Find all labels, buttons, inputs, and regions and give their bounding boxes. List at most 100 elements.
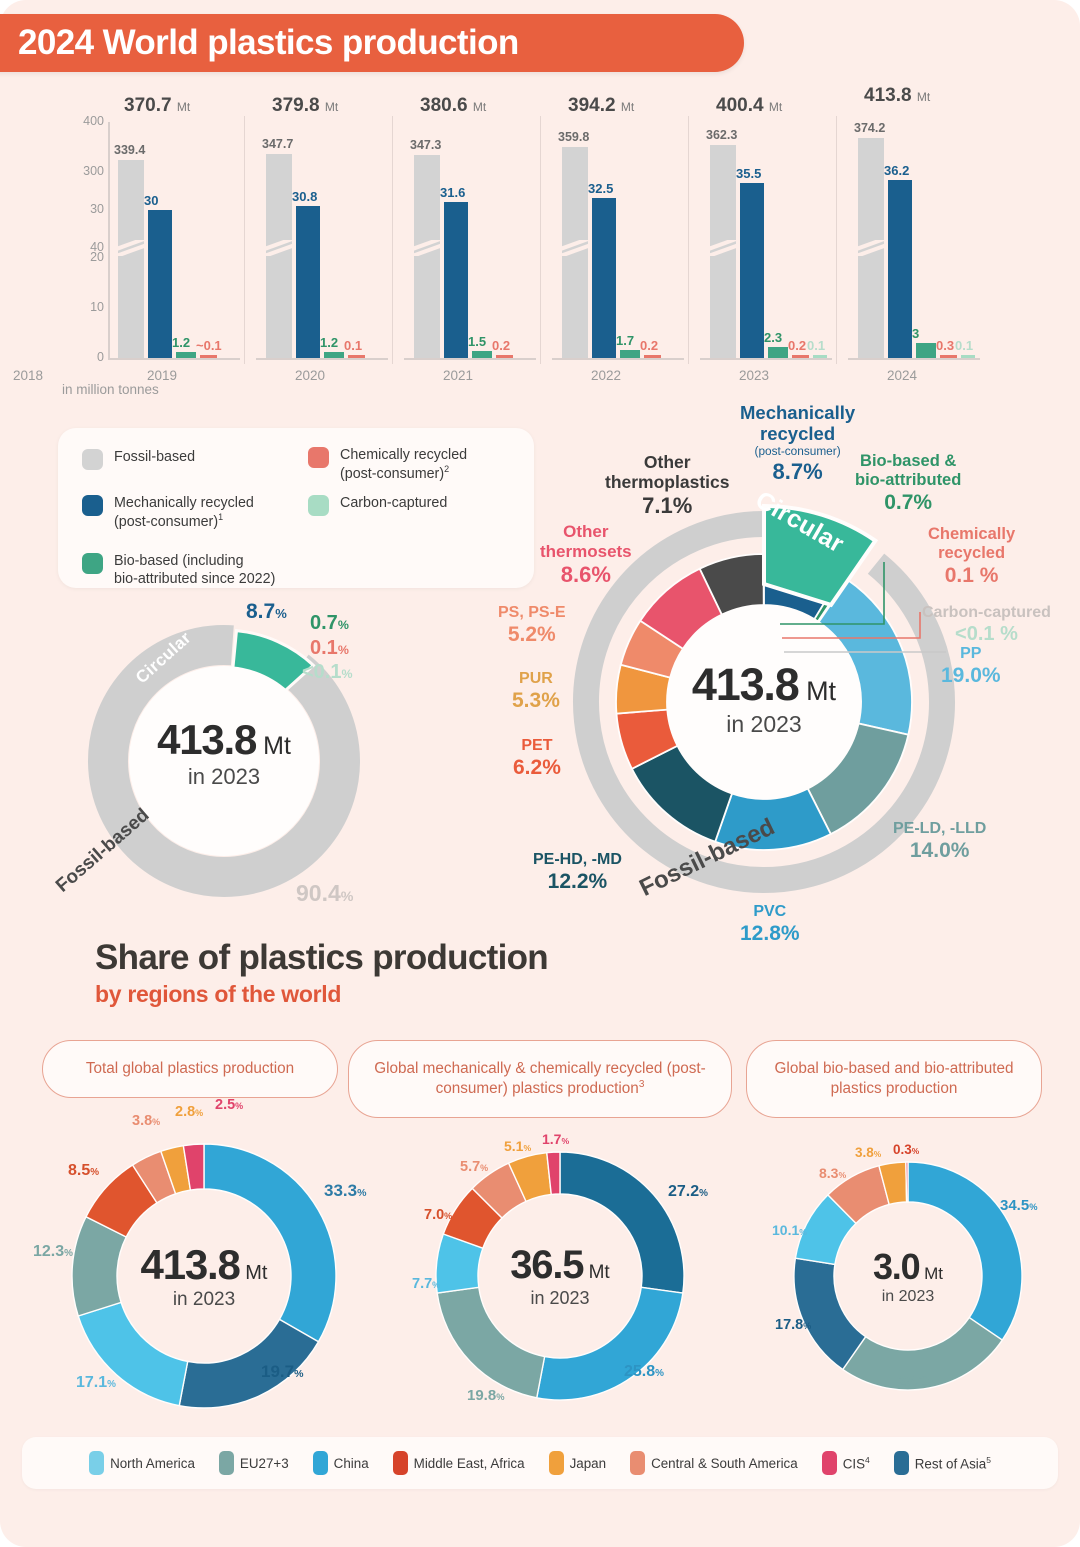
legend-swatch — [82, 553, 103, 574]
pct-chemically-recycled: 0.1% — [310, 637, 349, 659]
region-donut-total-svg — [71, 1143, 337, 1409]
region-donut-recycled-svg — [435, 1151, 685, 1401]
bar-value-label: 339.4 — [114, 142, 146, 157]
x-axis-baseline — [848, 358, 980, 360]
axis-break-marker — [858, 240, 884, 256]
bar-value-label: 0.1 — [955, 338, 974, 353]
region-slice-china — [203, 1143, 337, 1343]
rpct-total-cs-america: 3.8% — [132, 1113, 161, 1129]
production-bar-chart: 400 300 40 30 20 10 0 370.7 Mt 2019 379.8 Mt 2020 3… — [0, 80, 1080, 400]
year-total-2023: 400.4 Mt — [716, 95, 783, 116]
rpct-rec-china: 25.8% — [624, 1363, 664, 1380]
bar-value-label: 347.3 — [410, 137, 442, 152]
x-axis-label-2022: 2022 — [590, 368, 622, 383]
chemically-recycled-leader — [782, 612, 921, 639]
legend-swatch — [82, 495, 103, 516]
rpct-total-cis: 2.5% — [215, 1097, 244, 1113]
y-axis-tick-400: 400 — [83, 114, 104, 128]
callout-bio-based: Bio-based & bio-attributed 0.7% — [855, 452, 962, 514]
region-slice-cis- — [905, 1161, 909, 1203]
rpct-rec-eu: 19.8% — [467, 1387, 505, 1404]
region-slice-cis- — [546, 1151, 561, 1196]
circularity-donut-svg — [88, 625, 360, 897]
pill-bio-based: Global bio-based and bio-attributed plas… — [746, 1040, 1042, 1118]
rpct-rec-cis: 1.7% — [542, 1131, 570, 1147]
region-legend-label: Central & South America — [651, 1455, 798, 1471]
x-axis-label-2024: 2024 — [886, 368, 918, 383]
legend-item-3: Carbon-captured — [308, 494, 447, 516]
category-legend: Fossil-based Chemically recycled (post-con… — [58, 428, 534, 588]
rpct-rec-cs-america: 5.7% — [460, 1159, 489, 1175]
legend-swatch — [308, 495, 329, 516]
region-slice-eu27-3 — [436, 1286, 546, 1399]
region-donut-recycled: 36.5 Mt in 2023 — [432, 1148, 688, 1404]
rpct-rec-rest-asia: 27.2% — [668, 1183, 708, 1200]
bar-2024-series0 — [858, 138, 884, 358]
bar-value-label: 374.2 — [854, 120, 886, 135]
bar-2022-series0 — [562, 146, 588, 358]
y-axis-tick-20: 20 — [90, 250, 104, 264]
rpct-bio-japan: 3.8% — [855, 1145, 882, 1160]
pct-carbon-captured: <0.1% — [302, 661, 353, 683]
axis-break-marker — [118, 240, 144, 256]
region-legend-item-6: CIS4 — [821, 1451, 870, 1475]
region-legend-label: Japan — [569, 1455, 607, 1471]
pill-recycled: Global mechanically & chemically recycle… — [348, 1040, 732, 1118]
circular-callout-wedge — [762, 503, 879, 608]
callout-ps: PS, PS-E 5.2% — [498, 604, 566, 647]
callout-chemically-recycled: Chemically recycled 0.1 % — [928, 525, 1016, 587]
bar-2019-series3 — [200, 355, 217, 358]
region-legend-swatch — [392, 1451, 408, 1475]
legend-item-0: Fossil-based — [82, 448, 195, 470]
region-slice-rest-of-asia- — [559, 1151, 685, 1294]
region-donut-biobased-svg — [793, 1161, 1023, 1391]
pct-bio-based: 0.7% — [310, 612, 349, 634]
region-legend-item-2: China — [312, 1451, 369, 1475]
x-axis-label-2018: 2018 — [12, 368, 44, 383]
y-axis-tick-40: 40 — [90, 240, 104, 254]
region-legend-swatch — [312, 1451, 328, 1475]
year-total-2021: 380.6 Mt — [420, 95, 487, 116]
bar-2024-series2 — [916, 343, 936, 358]
rpct-total-mea: 8.5% — [68, 1162, 100, 1179]
bar-2022-series2 — [620, 349, 640, 358]
y-axis-tick-0: 0 — [97, 350, 104, 364]
region-legend-swatch — [548, 1451, 564, 1475]
bar-2022-series3 — [644, 355, 661, 358]
year-total-2019: 370.7 Mt — [124, 95, 191, 116]
x-axis-baseline — [404, 358, 536, 360]
pill-total-global: Total global plastics production — [42, 1040, 338, 1098]
legend-label: Mechanically recycled (post-consumer)1 — [114, 495, 254, 530]
bar-2021-series2 — [472, 350, 492, 358]
legend-label: Chemically recycled (post-consumer)2 — [340, 447, 468, 482]
region-legend-swatch — [218, 1451, 234, 1475]
region-legend-item-0: North America — [89, 1451, 195, 1475]
rpct-bio-eu: 25.2% — [898, 1373, 936, 1390]
callout-pet: PET 6.2% — [513, 737, 561, 780]
bar-2022-series1 — [592, 197, 616, 358]
callout-other-thermoplastics: Other thermoplastics 7.1% — [605, 452, 730, 519]
rpct-total-north-america: 17.1% — [76, 1374, 116, 1391]
bar-2021-series1 — [444, 202, 468, 358]
rpct-total-rest-asia: 19.7% — [261, 1362, 304, 1381]
pct-fossil-based: 90.4% — [296, 880, 354, 906]
rpct-bio-china: 34.5% — [1000, 1197, 1038, 1214]
year-total-2024: 413.8 Mt — [864, 85, 931, 106]
bar-value-label: 359.8 — [558, 129, 590, 144]
axis-break-marker — [562, 240, 588, 256]
bar-value-label: 0.2 — [492, 338, 511, 353]
region-legend-swatch — [89, 1451, 105, 1475]
bar-value-label: ~0.1 — [196, 338, 222, 353]
region-legend-label: Middle East, Africa — [413, 1455, 525, 1471]
rpct-bio-mea: 8.3% — [819, 1165, 847, 1181]
bar-value-label: 30 — [144, 193, 159, 209]
y-axis-line — [108, 122, 110, 360]
bar-value-label: 31.6 — [440, 185, 466, 201]
region-legend-label: Rest of Asia5 — [914, 1454, 991, 1472]
x-axis-baseline — [108, 358, 240, 360]
bar-value-label: 3 — [912, 326, 920, 342]
legend-item-4: Bio-based (including bio-attributed since… — [82, 552, 275, 588]
donut-hole — [667, 605, 861, 799]
outer-fossil-ring — [573, 511, 955, 893]
pct-mechanically-recycled: 8.7% — [246, 600, 287, 623]
